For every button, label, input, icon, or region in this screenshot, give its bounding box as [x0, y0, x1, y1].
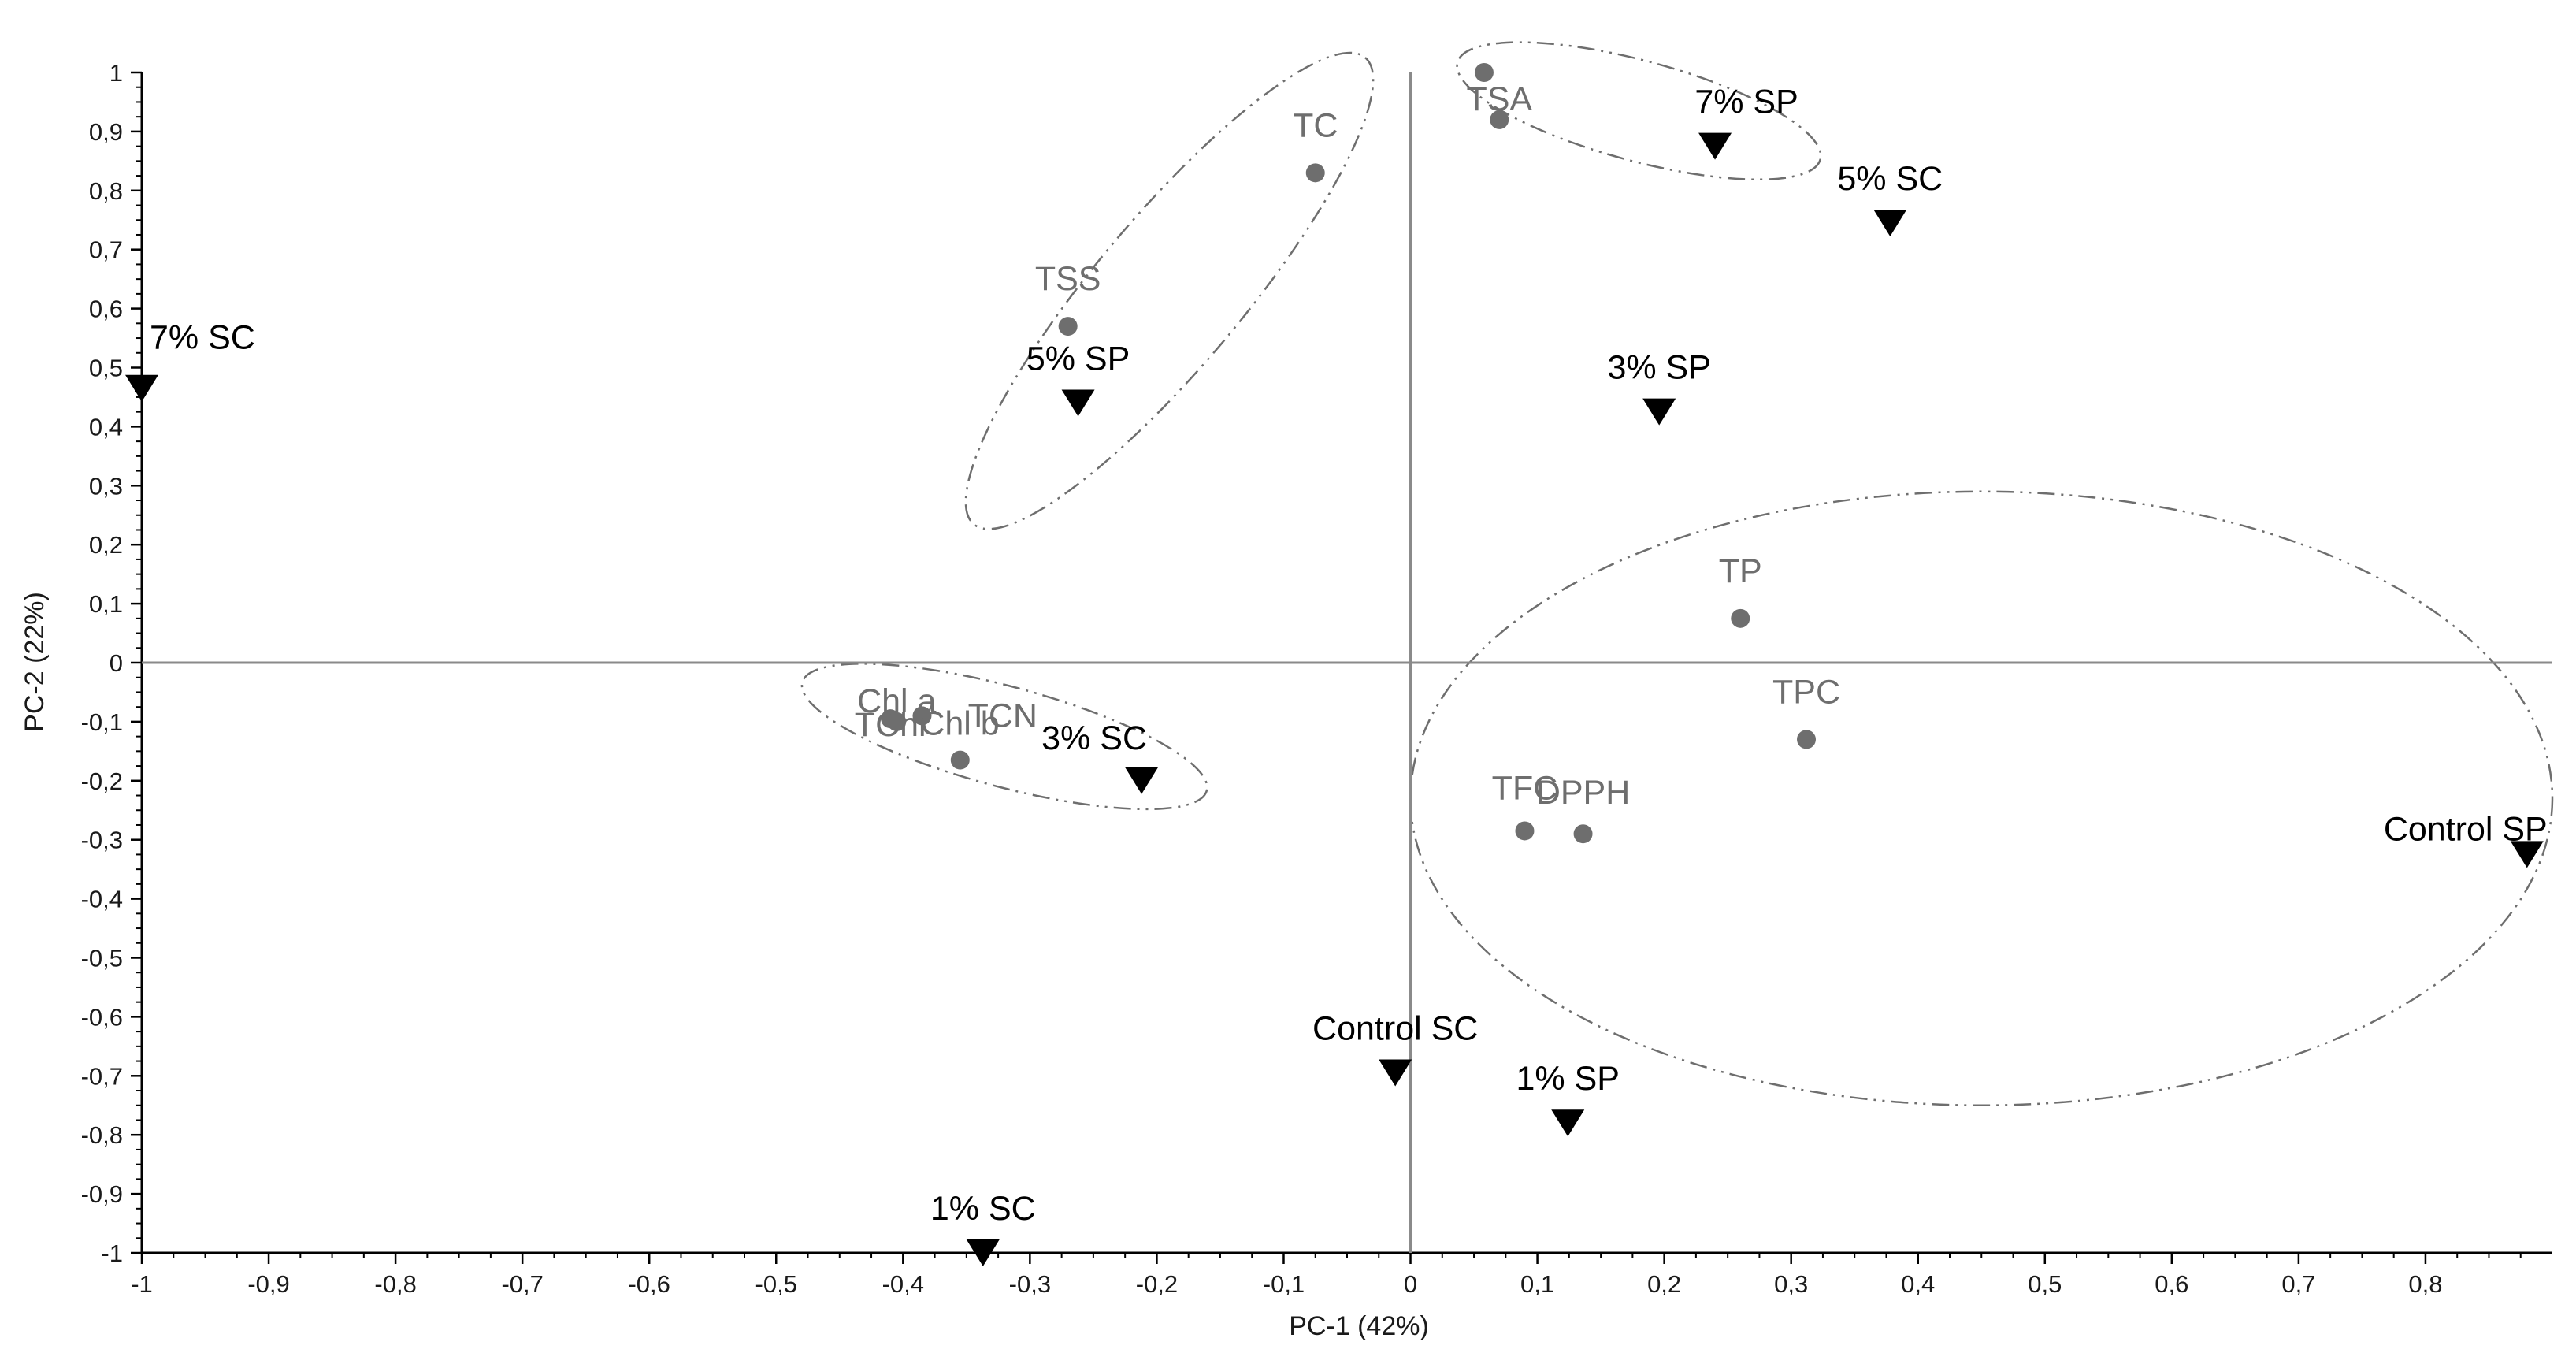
x-tick-label: 0,5 [2028, 1270, 2062, 1298]
x-tick-label: 0,2 [1647, 1270, 1681, 1298]
variable-point [912, 706, 932, 726]
y-tick-label: -1 [101, 1239, 123, 1267]
variable-point [1797, 730, 1817, 749]
x-tick-label: 0,7 [2281, 1270, 2315, 1298]
x-tick-label: -0,1 [1263, 1270, 1305, 1298]
sample-point [2510, 841, 2544, 868]
y-tick-label: -0,2 [81, 767, 123, 795]
y-tick-label: -0,5 [81, 945, 123, 972]
sample-label: 7% SC [150, 319, 255, 357]
y-tick-label: 0,1 [89, 590, 123, 618]
x-tick-label: -0,8 [374, 1270, 416, 1298]
y-tick-label: 0,2 [89, 531, 123, 559]
cluster-ellipses [800, 41, 2554, 1107]
sample-label: Control SC [1312, 1010, 1478, 1048]
sample-point [1379, 1059, 1412, 1087]
y-tick-label: -0,3 [81, 827, 123, 854]
variable-label: TFC [1492, 769, 1558, 807]
sample-label: Control SP [2384, 810, 2548, 848]
y-tick-label: 0,4 [89, 413, 123, 440]
variable-point [1490, 110, 1509, 129]
y-tick-label: -0,4 [81, 886, 123, 913]
sample-label: 3% SC [1041, 719, 1147, 757]
y-tick-label: -0,8 [81, 1121, 123, 1149]
sample-label: 5% SP [1026, 340, 1130, 377]
y-tick-label: 0,7 [89, 236, 123, 264]
variable-label: DPPH [1536, 774, 1630, 812]
variable-point [950, 750, 970, 770]
sample-point [1125, 767, 1159, 794]
y-tick-label: 0 [109, 649, 123, 677]
y-tick-label: 0,5 [89, 355, 123, 382]
y-tick-label: 0,9 [89, 118, 123, 146]
ticks: -1 -0,9 -0,8 -0,7 -0,6 -0,5 -0,4 -0,3 -0,2 -0,1 0 0… [81, 59, 2522, 1298]
variable-label: Chl a [857, 682, 936, 720]
x-tick-label: -0,6 [628, 1270, 670, 1298]
y-axis-title: PC-2 (22%) [20, 592, 50, 732]
sample-label: 5% SC [1837, 160, 1943, 198]
variable-point [1515, 821, 1535, 841]
cluster-ellipse [800, 663, 1208, 811]
x-tick-label: -0,4 [882, 1270, 924, 1298]
variable-point [1573, 824, 1593, 844]
sample-point [125, 374, 158, 402]
x-tick-label: 0,4 [1901, 1270, 1935, 1298]
y-tick-label: 0,6 [89, 295, 123, 323]
y-tick-label: 1 [109, 59, 123, 87]
y-tick-label: -0,1 [81, 708, 123, 736]
variable-point [887, 712, 907, 731]
y-tick-label: -0,6 [81, 1003, 123, 1031]
variable-label: TPC [1772, 673, 1840, 711]
variable-label: Chl b [920, 704, 999, 742]
variable-point [1058, 317, 1078, 336]
x-tick-label: 0,3 [1774, 1270, 1808, 1298]
variable-point [1474, 63, 1494, 82]
cluster-ellipse [964, 51, 1375, 530]
x-tick-label: 0,1 [1520, 1270, 1554, 1298]
variable-label: TCN [968, 697, 1037, 735]
sample-point [1642, 398, 1676, 426]
sample-label: 3% SP [1607, 349, 1710, 387]
sample-point [1061, 389, 1095, 417]
variable-label: TSA [1466, 80, 1532, 118]
x-tick-label: 0 [1404, 1270, 1417, 1298]
sample-point [1551, 1109, 1585, 1137]
sample-label: 1% SC [930, 1190, 1036, 1228]
sample-point [1873, 209, 1907, 236]
x-axis-title: PC-1 (42%) [1289, 1311, 1429, 1341]
y-tick-label: -0,7 [81, 1062, 123, 1090]
sample-point [1698, 132, 1732, 160]
x-tick-label: -0,9 [247, 1270, 289, 1298]
x-tick-label: 0,6 [2155, 1270, 2188, 1298]
variable-label: TP [1719, 552, 1762, 590]
variable-point [1731, 608, 1750, 628]
cluster-ellipse [1456, 41, 1822, 181]
x-tick-label: -0,5 [755, 1270, 797, 1298]
x-tick-label: 0,8 [2408, 1270, 2442, 1298]
sample-label: 7% SP [1694, 84, 1798, 121]
y-tick-label: 0,3 [89, 472, 123, 500]
x-tick-label: -0,2 [1136, 1270, 1178, 1298]
variable-point [1305, 163, 1325, 183]
sample-label: 1% SP [1516, 1060, 1619, 1098]
x-tick-label: -0,3 [1009, 1270, 1051, 1298]
sample-point [966, 1239, 1000, 1266]
y-tick-label: 0,8 [89, 177, 123, 205]
x-tick-label: -0,7 [501, 1270, 543, 1298]
x-tick-label: -1 [131, 1270, 153, 1298]
variable-label: TC [1293, 106, 1338, 144]
variable-label: TSS [1035, 260, 1101, 298]
axes [140, 72, 2552, 1254]
y-tick-label: -0,9 [81, 1180, 123, 1208]
